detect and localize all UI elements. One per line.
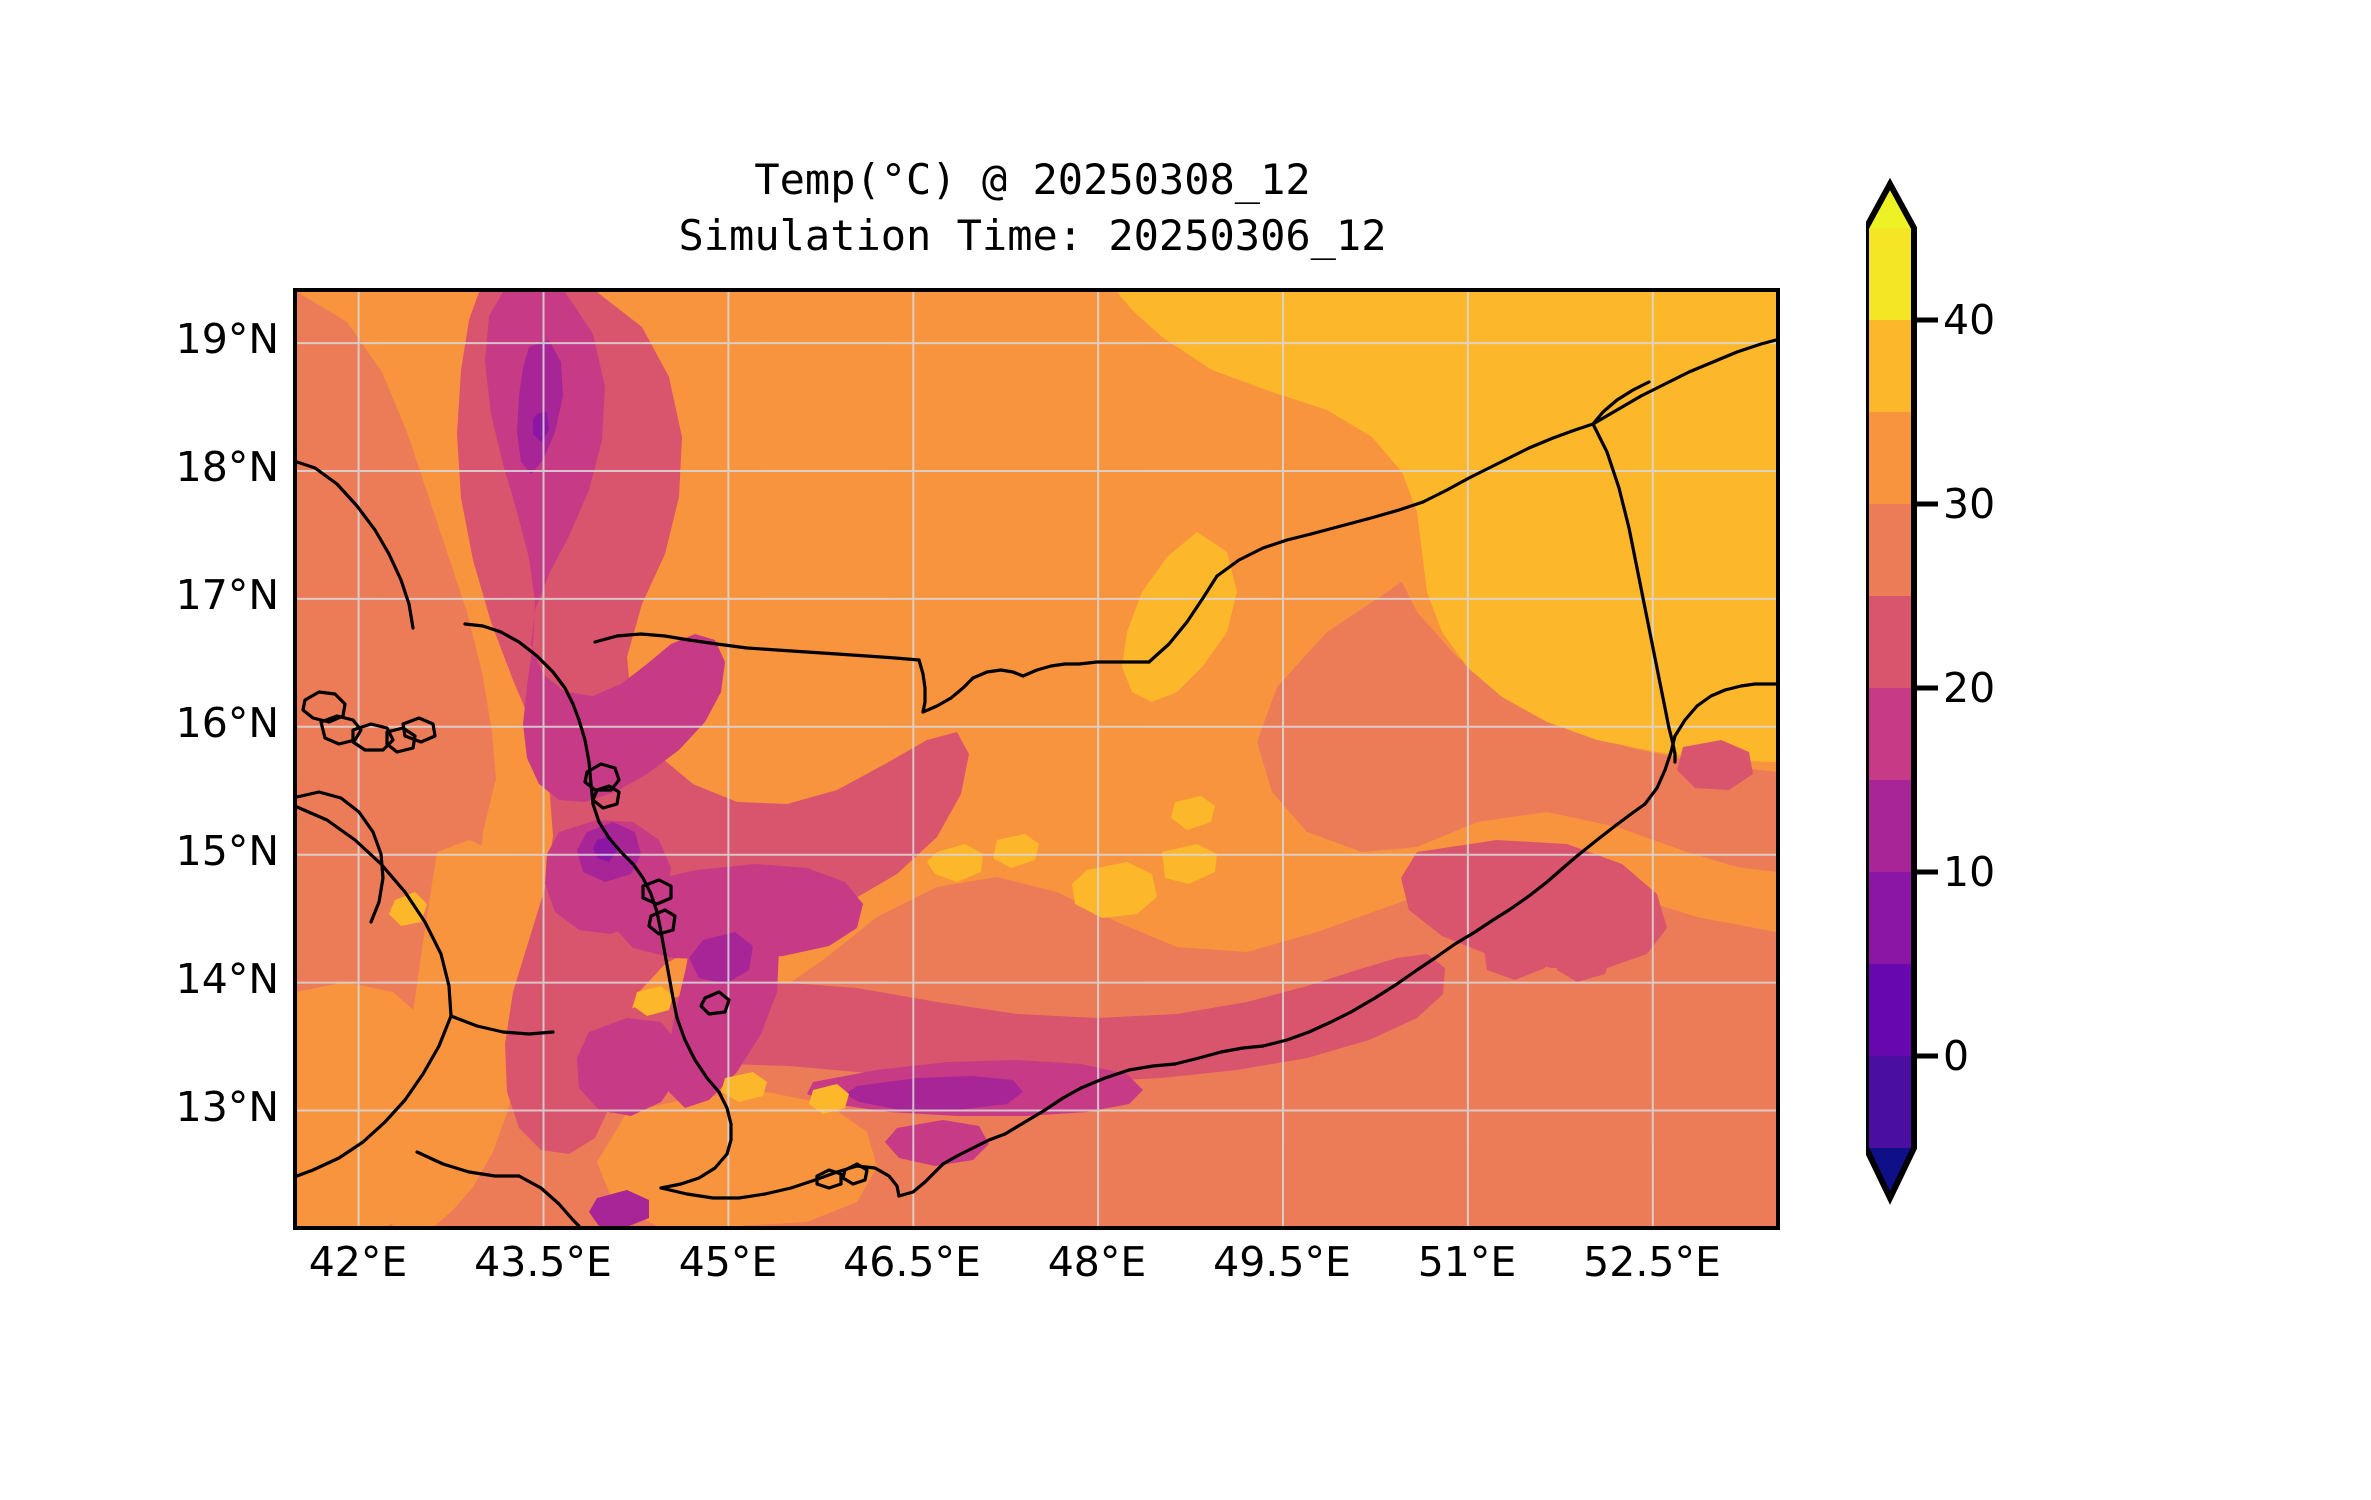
xtick-label-52-5e: 52.5°E <box>1583 1238 1721 1286</box>
ytick-label-17n: 17°N <box>175 571 279 619</box>
xtick-label-45e: 45°E <box>678 1238 778 1286</box>
ytick-label-19n: 19°N <box>175 315 279 363</box>
xtick-label-48e: 48°E <box>1047 1238 1147 1286</box>
temperature-contour-field <box>297 292 1776 1226</box>
xtick-label-51e: 51°E <box>1417 1238 1517 1286</box>
chart-subtitle: Simulation Time: 20250306_12 <box>678 211 1387 261</box>
cbar-tick-label-20: 20 <box>1943 664 1996 712</box>
colorbar <box>1866 178 1938 1318</box>
chart-title-block: Temp(°C) @ 20250308_12 Simulation Time: … <box>293 152 1772 265</box>
xtick-label-43-5e: 43.5°E <box>474 1238 612 1286</box>
ytick-label-13n: 13°N <box>175 1083 279 1131</box>
xtick-label-49-5e: 49.5°E <box>1213 1238 1351 1286</box>
ytick-label-14n: 14°N <box>175 955 279 1003</box>
cbar-tick-label-0: 0 <box>1943 1032 1970 1080</box>
map-data-clip <box>297 292 1776 1226</box>
cbar-tick-label-10: 10 <box>1943 848 1996 896</box>
cbar-tick-label-30: 30 <box>1943 480 1996 528</box>
ytick-label-18n: 18°N <box>175 443 279 491</box>
cbar-tick-label-40: 40 <box>1943 296 1996 344</box>
xtick-label-42e: 42°E <box>308 1238 408 1286</box>
xtick-label-46-5e: 46.5°E <box>843 1238 981 1286</box>
ytick-label-16n: 16°N <box>175 699 279 747</box>
map-plot-area <box>293 288 1780 1230</box>
ytick-label-15n: 15°N <box>175 827 279 875</box>
chart-title: Temp(°C) @ 20250308_12 <box>754 155 1311 204</box>
colorbar-gradient <box>1866 178 1938 1205</box>
